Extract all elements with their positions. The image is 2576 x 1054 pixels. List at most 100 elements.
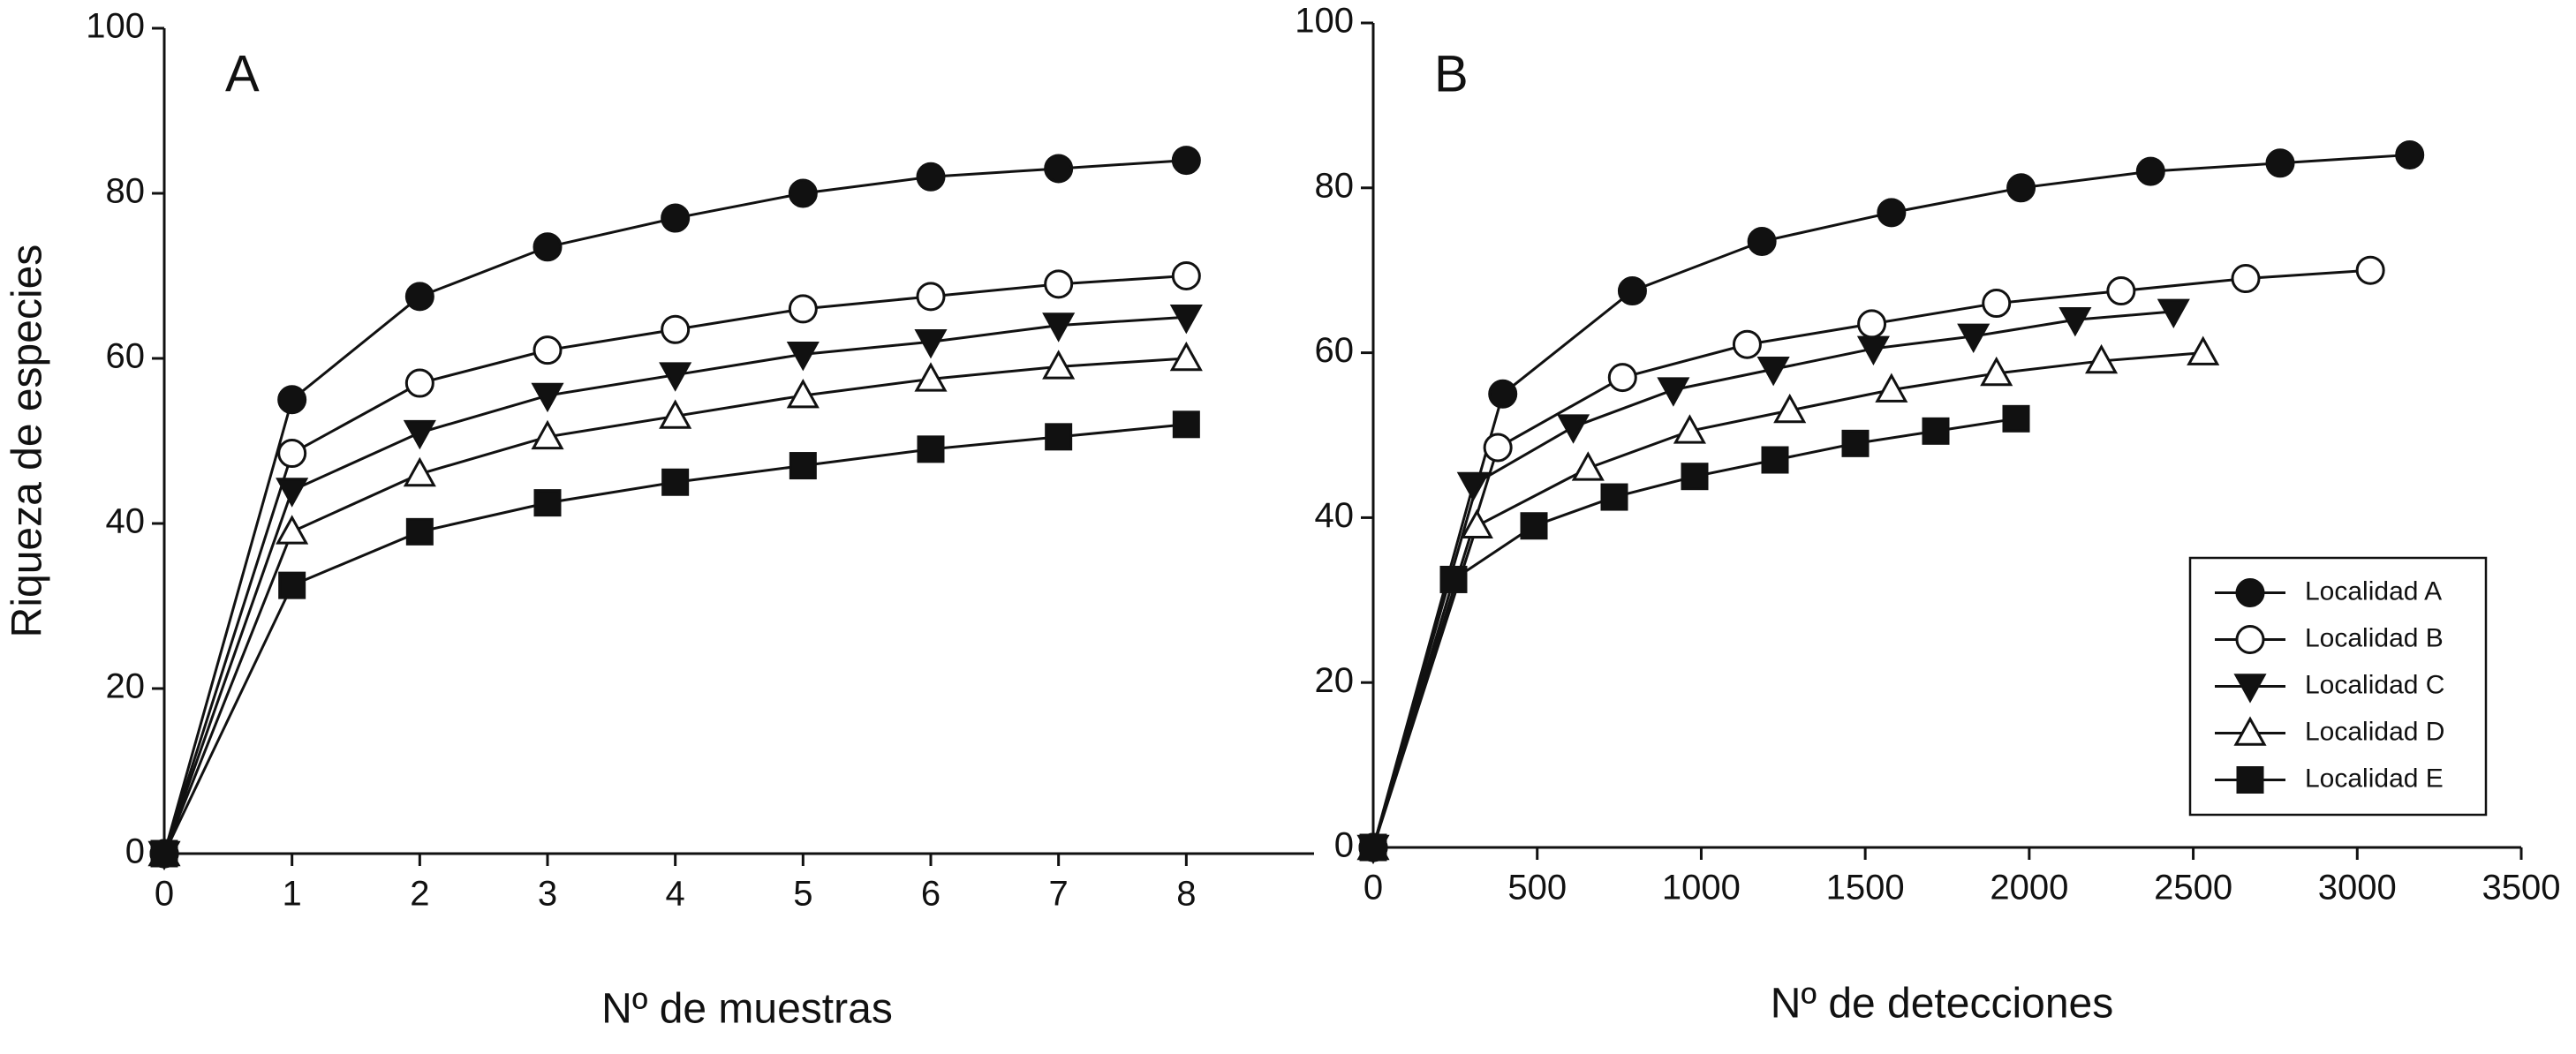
data-point bbox=[403, 419, 436, 450]
data-point bbox=[1982, 289, 2012, 319]
data-point bbox=[1747, 227, 1777, 257]
y-tick-label: 40 bbox=[106, 502, 146, 541]
data-point bbox=[1169, 341, 1203, 372]
data-point bbox=[1922, 417, 1950, 445]
data-point bbox=[914, 329, 948, 359]
series-line bbox=[162, 159, 1187, 854]
data-point bbox=[1673, 414, 1706, 444]
legend-label: Localidad E bbox=[2305, 764, 2444, 793]
data-point bbox=[1856, 335, 1890, 366]
x-tick-label: 1500 bbox=[1826, 869, 1905, 907]
data-point bbox=[1456, 471, 1490, 502]
data-point bbox=[786, 342, 820, 372]
data-point bbox=[2006, 173, 2036, 203]
data-point bbox=[1617, 276, 1647, 306]
x-tick-label: 3 bbox=[538, 875, 557, 914]
legend-marker bbox=[2235, 625, 2265, 654]
y-tick-label: 60 bbox=[1315, 331, 1355, 370]
legend-marker bbox=[2233, 716, 2267, 746]
data-point bbox=[150, 839, 178, 868]
data-point bbox=[2106, 276, 2136, 306]
data-point bbox=[405, 517, 434, 546]
legend-marker bbox=[2235, 578, 2265, 607]
x-tick-label: 5 bbox=[793, 875, 812, 914]
data-point bbox=[788, 178, 818, 208]
data-point bbox=[2157, 298, 2190, 328]
y-tick-label: 80 bbox=[106, 172, 146, 211]
data-point bbox=[1488, 379, 1518, 409]
panel-label: B bbox=[1434, 45, 1469, 102]
data-point bbox=[1980, 356, 2013, 387]
data-point bbox=[2231, 264, 2261, 294]
data-point bbox=[276, 515, 309, 545]
panel-label: A bbox=[225, 45, 260, 102]
legend-marker bbox=[2233, 674, 2267, 704]
x-tick-label: 2500 bbox=[2154, 869, 2232, 907]
x-tick-label: 1 bbox=[283, 875, 302, 914]
x-tick-label: 4 bbox=[666, 875, 685, 914]
data-point bbox=[1957, 323, 1991, 354]
data-point bbox=[661, 314, 691, 344]
legend-label: Localidad C bbox=[2305, 670, 2444, 699]
legend-label: Localidad D bbox=[2305, 717, 2444, 746]
x-tick-label: 3500 bbox=[2482, 869, 2561, 907]
x-axis-label: Nº de detecciones bbox=[1771, 981, 2113, 1028]
data-point bbox=[276, 478, 309, 508]
data-point bbox=[277, 439, 307, 469]
data-point bbox=[916, 282, 946, 312]
data-point bbox=[2355, 255, 2385, 285]
data-point bbox=[1877, 198, 1907, 228]
data-point bbox=[659, 399, 692, 429]
data-point bbox=[661, 203, 691, 233]
data-point bbox=[2265, 148, 2295, 178]
x-tick-label: 7 bbox=[1049, 875, 1069, 914]
data-point bbox=[403, 456, 436, 487]
data-point bbox=[1169, 304, 1203, 335]
data-point bbox=[2059, 306, 2092, 337]
y-tick-label: 80 bbox=[1315, 166, 1355, 205]
data-point bbox=[661, 468, 690, 496]
x-tick-label: 0 bbox=[1364, 869, 1383, 907]
data-point bbox=[2085, 343, 2119, 374]
data-point bbox=[1857, 309, 1887, 339]
data-point bbox=[533, 489, 562, 517]
data-point bbox=[404, 368, 434, 398]
data-point bbox=[1756, 356, 1790, 387]
data-point bbox=[1483, 433, 1513, 463]
data-point bbox=[1841, 429, 1870, 457]
data-point bbox=[1732, 329, 1762, 359]
data-point bbox=[1520, 512, 1548, 540]
data-point bbox=[1042, 350, 1076, 380]
data-point bbox=[916, 162, 946, 192]
data-point bbox=[1171, 146, 1201, 176]
y-tick-label: 40 bbox=[1315, 496, 1355, 535]
legend-marker bbox=[2236, 766, 2264, 794]
x-tick-label: 1000 bbox=[1662, 869, 1741, 907]
y-tick-label: 100 bbox=[1295, 2, 1354, 41]
x-tick-label: 3000 bbox=[2318, 869, 2397, 907]
data-point bbox=[1681, 463, 1709, 491]
data-point bbox=[531, 419, 564, 450]
data-point bbox=[786, 378, 820, 409]
data-point bbox=[533, 232, 563, 262]
data-point bbox=[659, 362, 692, 392]
data-point bbox=[1657, 377, 1690, 407]
x-tick-label: 6 bbox=[921, 875, 941, 914]
x-tick-label: 2 bbox=[410, 875, 429, 914]
series-line bbox=[162, 357, 1187, 854]
data-point bbox=[1875, 373, 1908, 403]
data-point bbox=[278, 571, 306, 599]
x-tick-label: 500 bbox=[1507, 869, 1567, 907]
data-point bbox=[531, 382, 564, 413]
data-point bbox=[1172, 410, 1200, 439]
data-point bbox=[404, 282, 434, 312]
data-point bbox=[533, 335, 563, 365]
data-point bbox=[1773, 393, 1807, 424]
data-point bbox=[277, 385, 307, 415]
y-tick-label: 20 bbox=[106, 667, 146, 706]
y-tick-label: 20 bbox=[1315, 661, 1355, 700]
data-point bbox=[2395, 139, 2425, 169]
series-line bbox=[1371, 351, 2203, 848]
data-point bbox=[1042, 312, 1076, 343]
